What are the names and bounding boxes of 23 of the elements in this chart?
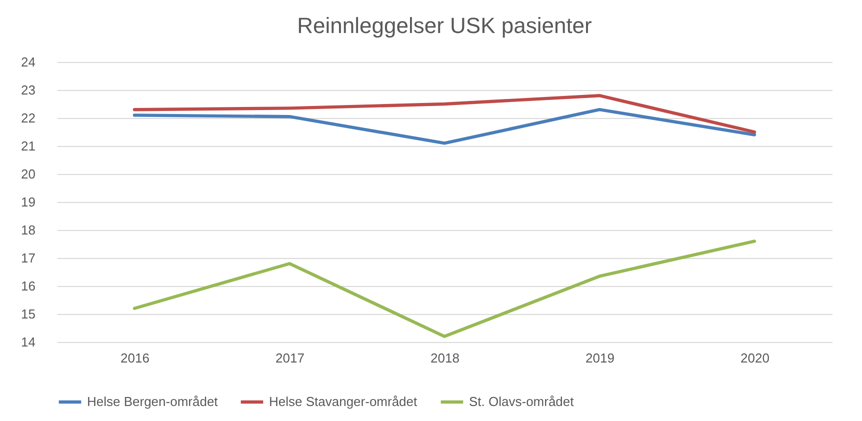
y-tick-label: 15 <box>21 306 36 322</box>
y-tick-label: 16 <box>21 278 36 294</box>
x-tick-label: 2017 <box>276 350 304 366</box>
chart-title: Reinnleggelser USK pasienter <box>297 13 592 38</box>
y-tick-label: 24 <box>21 54 36 70</box>
line-series <box>132 94 756 134</box>
y-tick-label: 14 <box>21 334 36 350</box>
x-tick-label: 2018 <box>430 350 460 366</box>
y-tick-label: 17 <box>21 250 36 266</box>
legend-label: Helse Bergen-området <box>87 394 218 409</box>
legend-label: Helse Stavanger-området <box>269 394 418 409</box>
line-series <box>132 108 756 145</box>
line-series <box>132 240 756 338</box>
y-tick-label: 19 <box>21 194 36 210</box>
x-tick-label: 2019 <box>586 350 614 366</box>
legend-label: St. Olavs-området <box>469 394 574 409</box>
y-tick-label: 18 <box>21 222 36 238</box>
y-tick-label: 22 <box>21 110 36 126</box>
y-tick-label: 20 <box>21 166 36 182</box>
y-tick-label: 23 <box>21 82 36 98</box>
x-tick-label: 2016 <box>120 350 150 366</box>
x-tick-label: 2020 <box>740 350 770 366</box>
y-tick-label: 21 <box>21 138 36 154</box>
